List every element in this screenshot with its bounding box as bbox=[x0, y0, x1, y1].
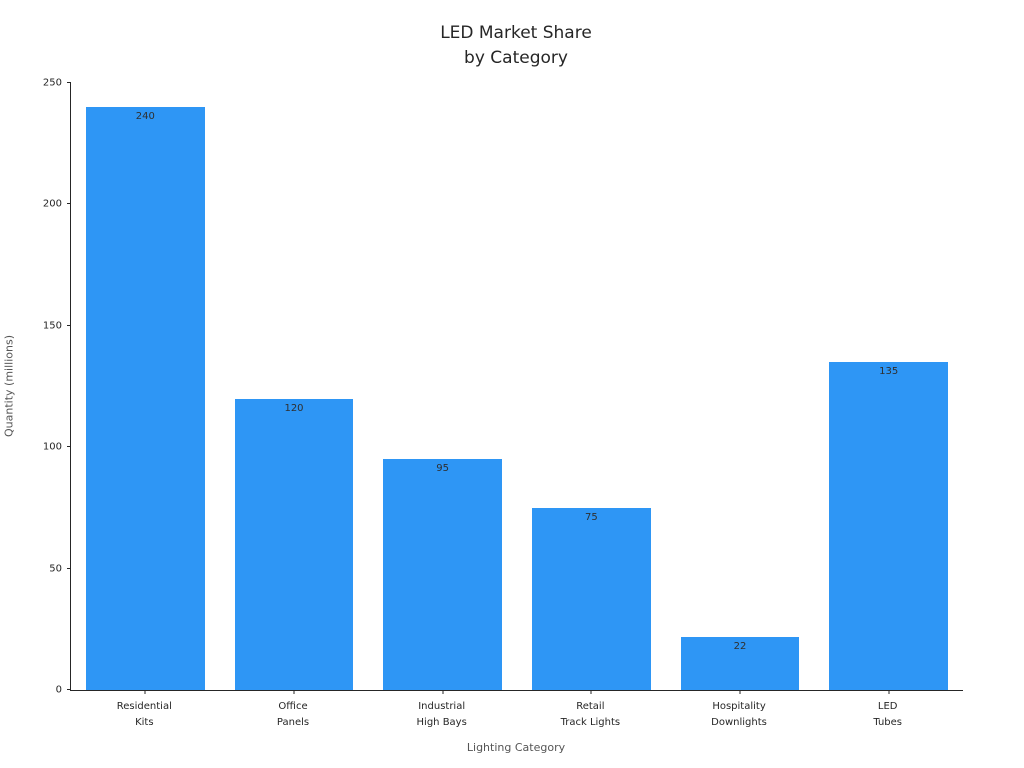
x-tick-labels: Residential Kits Office Panels Industrial … bbox=[70, 699, 962, 731]
y-tick-mark bbox=[67, 446, 71, 448]
x-tick-label: Retail Track Lights bbox=[560, 701, 621, 728]
y-axis-label: Quantity (millions) bbox=[2, 335, 16, 438]
x-tick-label: Industrial High Bays bbox=[416, 701, 467, 728]
bar-slot: 95 bbox=[368, 83, 517, 690]
x-tick-mark bbox=[888, 690, 890, 694]
y-tick-mark bbox=[67, 82, 71, 83]
x-tick-mark bbox=[442, 690, 444, 694]
y-tick-label: 0 bbox=[55, 684, 62, 696]
y-tick-label: 200 bbox=[42, 198, 62, 210]
bar-slot: 75 bbox=[517, 83, 666, 690]
bars-container: 240 120 95 75 22 135 bbox=[71, 83, 963, 690]
bar-value-label: 240 bbox=[135, 111, 155, 123]
bar-slot: 135 bbox=[814, 83, 963, 690]
bar-slot: 120 bbox=[220, 83, 369, 690]
x-tick-mark bbox=[590, 690, 592, 694]
x-tick-mark bbox=[293, 690, 295, 694]
bar-0: 240 bbox=[85, 107, 205, 690]
bar-slot: 22 bbox=[666, 83, 815, 690]
x-tick-label: LED Tubes bbox=[873, 701, 903, 728]
y-tick-mark bbox=[67, 567, 71, 569]
bar-value-label: 75 bbox=[584, 511, 598, 523]
bar-2: 95 bbox=[383, 459, 503, 690]
x-tick-mark bbox=[144, 690, 146, 694]
y-tick-label: 150 bbox=[42, 320, 62, 332]
bar-4: 22 bbox=[680, 636, 800, 690]
y-tick-mark bbox=[67, 689, 71, 690]
bar-3: 75 bbox=[531, 507, 651, 690]
x-tick-label: Residential Kits bbox=[116, 701, 172, 728]
bar-1: 120 bbox=[234, 398, 354, 690]
bar-5: 135 bbox=[829, 362, 949, 690]
y-tick-label: 100 bbox=[42, 441, 62, 453]
y-tick-mark bbox=[67, 324, 71, 326]
y-tick-mark bbox=[67, 203, 71, 205]
x-tick-label: Hospitality Downlights bbox=[711, 701, 767, 728]
x-tick-label: Office Panels bbox=[276, 701, 310, 728]
plot-area: 240 120 95 75 22 135 0 50 100 150 200 250 bbox=[43, 78, 963, 696]
bar-slot: 240 bbox=[71, 83, 220, 690]
bar-value-label: 95 bbox=[436, 463, 450, 475]
bar-value-label: 120 bbox=[284, 402, 304, 414]
chart-title: LED Market Share by Category bbox=[440, 23, 592, 68]
x-axis-label: Lighting Category bbox=[466, 741, 566, 754]
bar-value-label: 135 bbox=[879, 366, 899, 378]
y-tick-label: 50 bbox=[49, 563, 62, 575]
y-tick-label: 250 bbox=[42, 77, 62, 89]
bar-value-label: 22 bbox=[733, 640, 747, 652]
x-tick-mark bbox=[739, 690, 741, 694]
